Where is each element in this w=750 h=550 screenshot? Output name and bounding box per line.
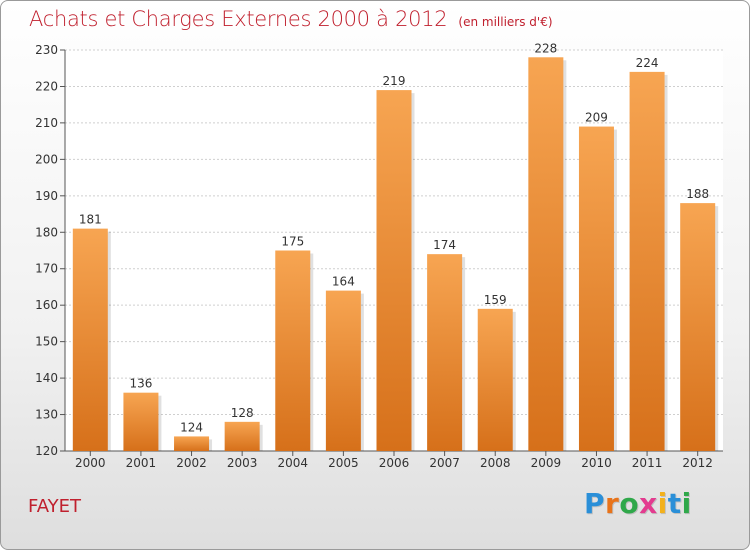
bar	[528, 57, 564, 452]
bar-value-label: 174	[433, 238, 456, 252]
y-tick-label: 150	[35, 335, 58, 349]
bar	[224, 421, 260, 451]
x-tick-label: 2009	[531, 456, 562, 470]
bar-value-label: 136	[129, 377, 152, 391]
y-tick-label: 180	[35, 225, 58, 239]
bar	[123, 392, 159, 451]
y-tick-label: 220	[35, 79, 58, 93]
x-tick-label: 2006	[379, 456, 410, 470]
chart-title: Achats et Charges Externes 2000 à 2012	[29, 7, 448, 31]
x-tick-label: 2007	[429, 456, 460, 470]
bar-value-label: 159	[484, 293, 507, 307]
bar-value-label: 124	[180, 420, 203, 434]
bar-value-label: 219	[383, 74, 406, 88]
logo-letter: i	[681, 487, 692, 520]
x-tick-label: 2001	[126, 456, 157, 470]
y-tick-label: 170	[35, 262, 58, 276]
bar-value-label: 228	[534, 41, 557, 55]
y-tick-label: 210	[35, 116, 58, 130]
y-tick-label: 230	[35, 43, 58, 57]
bar-value-label: 181	[79, 213, 102, 227]
bar	[174, 436, 210, 451]
chart-title-block: Achats et Charges Externes 2000 à 2012 (…	[29, 7, 553, 31]
logo-letter: t	[667, 487, 682, 520]
logo-letter: i	[657, 487, 668, 520]
proxiti-logo: Proxiti	[584, 487, 692, 520]
commune-name: FAYET	[28, 496, 81, 517]
chart-subtitle: (en milliers d'€)	[458, 15, 553, 29]
bar-value-label: 175	[281, 235, 304, 249]
logo-letter: x	[639, 487, 658, 520]
bar	[427, 254, 463, 451]
x-tick-label: 2012	[682, 456, 713, 470]
x-tick-label: 2000	[75, 456, 106, 470]
y-tick-label: 130	[35, 408, 58, 422]
bar-value-label: 164	[332, 275, 355, 289]
y-tick-label: 120	[35, 444, 58, 458]
bar	[629, 71, 665, 451]
bar-value-label: 188	[686, 187, 709, 201]
bar	[72, 228, 108, 451]
bar	[578, 126, 614, 452]
bar	[477, 308, 513, 451]
y-tick-label: 200	[35, 152, 58, 166]
y-tick-label: 190	[35, 189, 58, 203]
logo-letter: o	[619, 487, 640, 520]
bar-value-label: 128	[231, 406, 254, 420]
x-tick-label: 2011	[632, 456, 663, 470]
x-tick-label: 2010	[581, 456, 612, 470]
bar	[275, 250, 311, 451]
x-tick-label: 2005	[328, 456, 359, 470]
bar-value-label: 209	[585, 111, 608, 125]
bar	[376, 90, 412, 451]
bar	[680, 203, 716, 451]
x-tick-label: 2004	[277, 456, 308, 470]
x-tick-label: 2003	[227, 456, 258, 470]
x-tick-label: 2002	[176, 456, 207, 470]
y-tick-label: 160	[35, 298, 58, 312]
logo-letter: P	[584, 487, 606, 520]
y-tick-label: 140	[35, 371, 58, 385]
x-tick-label: 2008	[480, 456, 511, 470]
logo-letter: r	[605, 487, 620, 520]
bar	[325, 290, 361, 451]
bar-value-label: 224	[636, 56, 659, 70]
